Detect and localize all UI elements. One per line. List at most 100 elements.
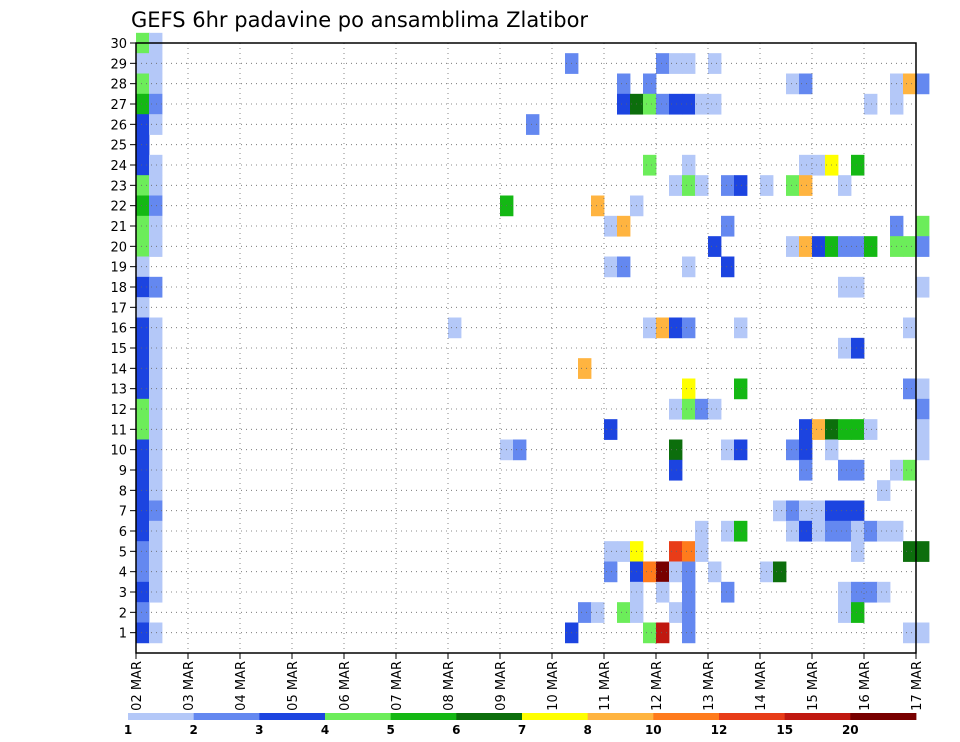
heatmap-cell (136, 154, 150, 176)
heatmap-cell (838, 419, 852, 440)
y-axis: 1234567891011121314151617181920212223242… (110, 37, 136, 642)
heatmap-cell (734, 317, 748, 339)
heatmap-cell (682, 398, 696, 420)
heatmap-cell (604, 541, 618, 562)
heatmap-cell (851, 236, 865, 257)
x-tick-label: 10 MAR (546, 661, 561, 711)
heatmap-cell (149, 358, 163, 379)
heatmap-cell (578, 358, 592, 379)
color-scale-swatch (456, 713, 523, 720)
heatmap-cell (851, 154, 865, 176)
color-scale-swatch (390, 713, 457, 720)
y-tick-label: 3 (119, 586, 127, 601)
heatmap-cell (669, 459, 683, 481)
color-scale-label: 12 (711, 723, 728, 737)
heatmap-cell (838, 236, 852, 257)
heatmap-cell (149, 520, 163, 542)
heatmap-cell (786, 500, 800, 522)
heatmap-cell (721, 215, 735, 237)
color-scale-label: 10 (645, 723, 662, 737)
y-tick-label: 6 (119, 525, 127, 540)
color-scale-label: 5 (387, 723, 395, 737)
heatmap-cell (838, 337, 852, 359)
heatmap-cell (617, 256, 631, 278)
heatmap-cell (643, 73, 657, 95)
heatmap-cell (916, 398, 930, 420)
heatmap-cell (838, 459, 852, 481)
heatmap-cell (799, 236, 813, 257)
heatmap-cell (669, 561, 683, 583)
heatmap-cell (721, 175, 735, 196)
heatmap-cell (864, 419, 878, 440)
heatmap-cell (851, 337, 865, 359)
heatmap-cell (136, 378, 150, 400)
heatmap-cell (136, 175, 150, 196)
heatmap-cell (149, 73, 163, 95)
heatmap-cell (799, 439, 813, 461)
heatmap-cell (916, 439, 930, 461)
color-scale-label: 20 (842, 723, 859, 737)
x-tick-label: 17 MAR (910, 661, 925, 711)
heatmap-cell (526, 114, 540, 135)
heatmap-cell (812, 236, 826, 257)
heatmap-cell (136, 459, 150, 481)
y-tick-label: 1 (119, 627, 127, 642)
heatmap-cell (773, 500, 787, 522)
heatmap-cell (916, 276, 930, 298)
heatmap-cell (864, 520, 878, 542)
heatmap-cell (149, 459, 163, 481)
heatmap-cell (136, 337, 150, 359)
x-tick-label: 14 MAR (754, 661, 769, 711)
heatmap-cell (812, 500, 826, 522)
heatmap-cell (136, 73, 150, 95)
heatmap-cell (708, 398, 722, 420)
heatmap-cell (838, 500, 852, 522)
heatmap-cell (838, 602, 852, 623)
heatmap-cell (799, 73, 813, 95)
x-tick-label: 15 MAR (806, 661, 821, 711)
heatmap-cell (669, 439, 683, 461)
heatmap-cell (851, 419, 865, 440)
heatmap-cell (799, 500, 813, 522)
heatmap-cell (682, 581, 696, 603)
x-tick-label: 09 MAR (494, 661, 509, 711)
heatmap-cell (786, 439, 800, 461)
heatmap-cell (903, 236, 917, 257)
x-tick-label: 08 MAR (442, 661, 457, 711)
heatmap-cell (734, 175, 748, 196)
heatmap-cell (149, 541, 163, 562)
heatmap-cell (916, 419, 930, 440)
y-tick-label: 14 (110, 362, 127, 377)
heatmap-cell (903, 317, 917, 339)
color-scale-label: 15 (776, 723, 793, 737)
heatmap-cell (669, 53, 683, 74)
heatmap-cell (669, 602, 683, 623)
heatmap-cell (643, 561, 657, 583)
y-tick-label: 7 (119, 505, 127, 520)
x-tick-label: 07 MAR (390, 661, 405, 711)
heatmap-cell (903, 378, 917, 400)
heatmap-cell (136, 53, 150, 74)
heatmap-cell (136, 500, 150, 522)
heatmap-cell (656, 53, 670, 74)
heatmap-cell (799, 175, 813, 196)
color-scale-label: 3 (255, 723, 263, 737)
heatmap-cell (149, 195, 163, 217)
y-tick-label: 20 (110, 240, 127, 255)
heatmap-cell (734, 439, 748, 461)
heatmap-cell (617, 93, 631, 115)
color-scale-swatch (784, 713, 851, 720)
heatmap-cell (786, 73, 800, 95)
heatmap-cell (916, 73, 930, 95)
heatmap-cell (617, 602, 631, 623)
heatmap-cell (903, 541, 917, 562)
y-tick-label: 10 (110, 444, 127, 459)
heatmap-cell (149, 276, 163, 298)
heatmap-cell (903, 73, 917, 95)
heatmap-cell (136, 297, 150, 318)
color-scale-swatch (522, 713, 589, 720)
heatmap-cell (136, 439, 150, 461)
y-tick-label: 9 (119, 464, 127, 479)
heatmap-cell (149, 500, 163, 522)
heatmap-cell (851, 581, 865, 603)
